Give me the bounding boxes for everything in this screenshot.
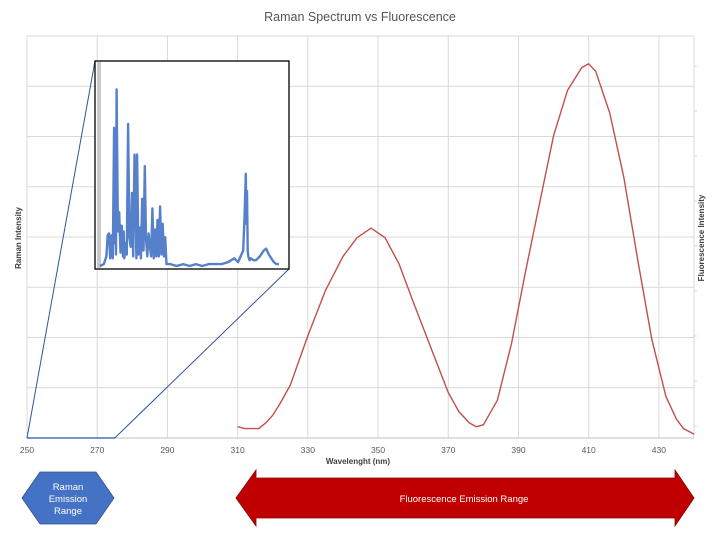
- zoom-connector-line: [26, 60, 96, 439]
- x-tick-label: 350: [371, 445, 385, 455]
- fluorescence-range-label: Fluorescence Emission Range: [400, 494, 529, 505]
- x-tick-labels: 250 270 290 310 330 350 370 390 410 430: [20, 445, 666, 455]
- x-tick-label: 310: [231, 445, 245, 455]
- fluorescence-series-line: [237, 63, 695, 435]
- x-tick-label: 390: [511, 445, 525, 455]
- x-tick-label: 250: [20, 445, 34, 455]
- raman-range-label-line: Emission: [49, 494, 88, 505]
- raman-range-label-line: Raman: [53, 482, 84, 493]
- raman-range-label-line: Range: [54, 506, 82, 517]
- x-tick-label: 330: [301, 445, 315, 455]
- inset-left-strip: [97, 62, 101, 268]
- y-axis-label-right: Fluorescence Intensity: [697, 194, 706, 281]
- x-tick-label: 370: [441, 445, 455, 455]
- x-tick-label: 270: [90, 445, 104, 455]
- inset-layer: [26, 60, 290, 439]
- fluorescence-range-arrow: [235, 468, 695, 528]
- chart-title: Raman Spectrum vs Fluorescence: [264, 10, 456, 24]
- labels-layer: Raman Spectrum vs Fluorescence Wavelengh…: [14, 10, 706, 466]
- y-axis-label-left: Raman Intensity: [14, 207, 23, 269]
- x-tick-label: 290: [160, 445, 174, 455]
- x-axis-label: Wavelenght (nm): [326, 457, 390, 466]
- raman-range-arrow: [21, 471, 115, 525]
- zoom-connector-line: [114, 268, 290, 439]
- series-layer: [27, 63, 695, 439]
- inset-raman-line: [99, 88, 279, 268]
- x-tick-label: 410: [582, 445, 596, 455]
- x-tick-label: 430: [652, 445, 666, 455]
